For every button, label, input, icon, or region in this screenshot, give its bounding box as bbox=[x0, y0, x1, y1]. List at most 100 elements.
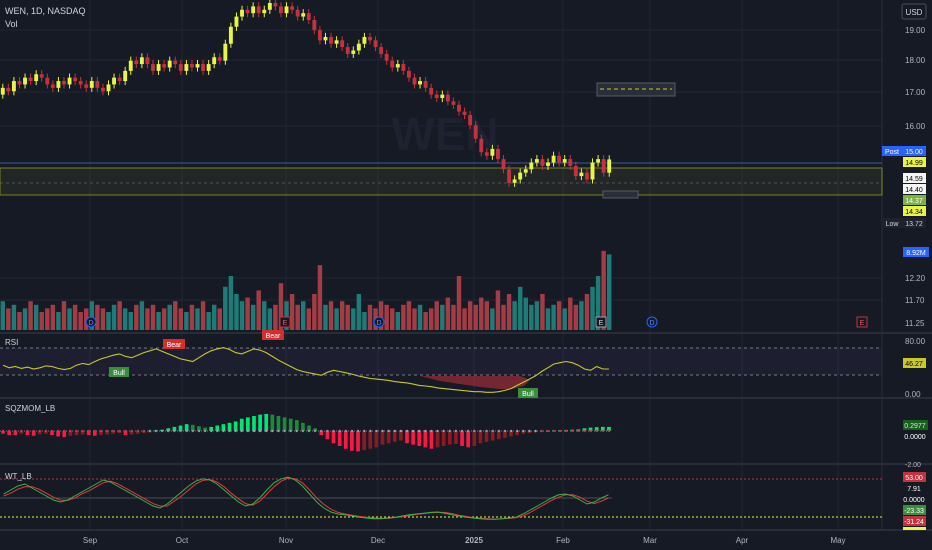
squeeze-bar bbox=[496, 431, 501, 440]
squeeze-bar bbox=[37, 431, 42, 435]
earnings-marker[interactable]: E bbox=[595, 316, 607, 328]
candle bbox=[429, 87, 434, 95]
squeeze-bar bbox=[80, 431, 85, 435]
candle bbox=[245, 9, 250, 14]
squeeze-dot bbox=[583, 429, 586, 433]
squeeze-bar bbox=[350, 431, 354, 451]
volume-bar bbox=[145, 308, 150, 330]
dividend-marker[interactable]: D bbox=[373, 316, 385, 328]
rsi-bear-marker: Bear bbox=[163, 339, 185, 349]
rsi-bull-marker: Bull bbox=[109, 367, 129, 377]
price-tick: 19.00 bbox=[905, 26, 926, 35]
candle bbox=[590, 162, 595, 180]
svg-text:D: D bbox=[88, 320, 93, 327]
squeeze-bar bbox=[239, 418, 244, 431]
volume-bar bbox=[89, 301, 95, 330]
time-tick: Apr bbox=[736, 536, 749, 545]
squeeze-bar bbox=[386, 431, 391, 444]
candle bbox=[607, 159, 612, 173]
price-value: 14.34 bbox=[905, 209, 923, 216]
squeeze-bar bbox=[307, 425, 311, 431]
squeeze-bar bbox=[447, 431, 452, 445]
squeeze-bar bbox=[423, 431, 428, 448]
squeeze-dot bbox=[222, 429, 225, 433]
squeeze-bar bbox=[588, 427, 593, 431]
candle bbox=[189, 64, 194, 68]
squeeze-bar bbox=[288, 418, 293, 431]
volume-bar bbox=[167, 304, 172, 330]
volume-bar bbox=[111, 304, 117, 330]
volume-bar bbox=[417, 304, 423, 330]
squeeze-dot bbox=[442, 429, 445, 433]
volume-bar bbox=[517, 286, 523, 330]
squeeze-dot bbox=[405, 429, 409, 433]
squeeze-bar bbox=[270, 414, 275, 431]
squeeze-dot bbox=[607, 429, 611, 433]
squeeze-bar bbox=[172, 426, 177, 431]
candle bbox=[551, 155, 556, 163]
candle bbox=[290, 6, 295, 10]
volume-bar bbox=[562, 308, 567, 330]
volume-bar bbox=[545, 308, 551, 330]
candle bbox=[579, 172, 584, 177]
volume-bar bbox=[195, 308, 200, 330]
squeeze-bar bbox=[343, 431, 348, 449]
candle bbox=[373, 40, 378, 48]
squeeze-dot bbox=[295, 429, 299, 433]
squeeze-bar bbox=[331, 431, 336, 444]
candle bbox=[273, 3, 278, 7]
volume-bar bbox=[17, 312, 22, 330]
squeeze-bar bbox=[190, 424, 195, 431]
earnings-marker[interactable]: E bbox=[856, 316, 868, 328]
dividend-marker[interactable]: D bbox=[646, 316, 658, 328]
candle bbox=[351, 50, 356, 54]
squeeze-bar bbox=[246, 417, 250, 431]
volume-bar bbox=[61, 301, 67, 330]
candle bbox=[295, 9, 300, 17]
svg-text:Bull: Bull bbox=[113, 370, 125, 377]
rsi-oversold-fill bbox=[420, 376, 530, 389]
svg-text:Bear: Bear bbox=[167, 342, 182, 349]
volume-bar bbox=[434, 301, 439, 330]
squeeze-bar bbox=[472, 431, 477, 446]
volume-bar bbox=[184, 312, 189, 330]
squeeze-bar bbox=[356, 431, 360, 452]
squeeze-dot bbox=[93, 429, 97, 433]
wt-top: 53.00 bbox=[905, 475, 923, 482]
price-tick: 18.00 bbox=[905, 56, 926, 65]
candle bbox=[106, 84, 111, 92]
currency-button[interactable] bbox=[901, 3, 927, 20]
volume-bars bbox=[0, 250, 612, 330]
volume-bar bbox=[440, 304, 445, 330]
time-tick: Mar bbox=[643, 536, 657, 545]
dividend-marker[interactable]: D bbox=[85, 316, 97, 328]
time-tick: Sep bbox=[83, 536, 98, 545]
candle bbox=[73, 77, 78, 82]
squeeze-dot bbox=[289, 429, 292, 433]
squeeze-bar bbox=[123, 431, 128, 436]
squeeze-dot bbox=[528, 429, 531, 433]
candle bbox=[178, 64, 183, 71]
squeeze-label: SQZMOM_LB bbox=[5, 404, 55, 413]
candle bbox=[228, 26, 233, 44]
candle bbox=[23, 77, 27, 85]
candle bbox=[395, 64, 400, 68]
volume-bar bbox=[6, 308, 11, 330]
candle bbox=[523, 169, 528, 173]
squeeze-dot bbox=[283, 429, 286, 433]
candle bbox=[173, 60, 178, 65]
squeeze-dot bbox=[118, 429, 121, 433]
earnings-marker[interactable]: E bbox=[279, 316, 291, 328]
volume-bar bbox=[579, 301, 584, 330]
volume-bar bbox=[573, 304, 579, 330]
candle bbox=[139, 57, 144, 65]
post-price-badge bbox=[903, 146, 926, 156]
squeeze-dot bbox=[381, 429, 384, 433]
volume-bar bbox=[312, 294, 317, 330]
volume-value: 8.92M bbox=[906, 250, 926, 257]
squeeze-dot bbox=[552, 429, 556, 433]
wt-badge bbox=[903, 527, 926, 530]
squeeze-dot bbox=[436, 429, 439, 433]
volume-bar bbox=[211, 304, 217, 330]
candle bbox=[117, 77, 122, 82]
